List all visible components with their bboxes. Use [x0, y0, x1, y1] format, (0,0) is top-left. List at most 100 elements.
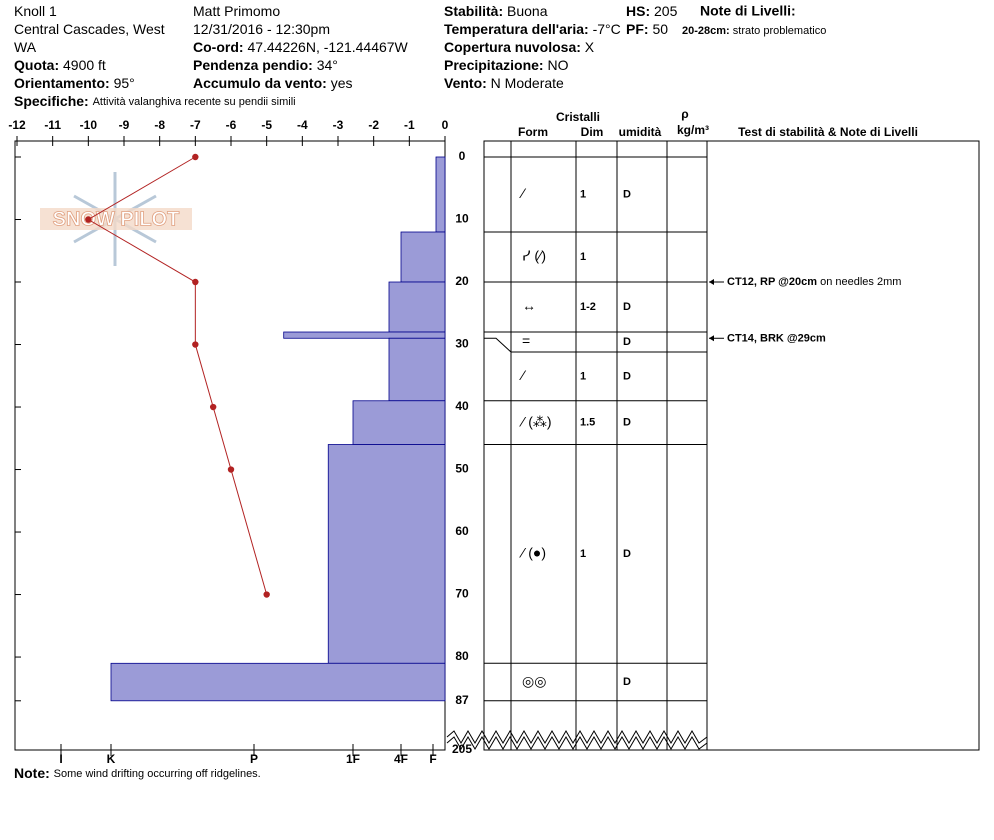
- y-tick-label: 30: [455, 337, 469, 351]
- table-frame: [483, 140, 980, 751]
- x-tick-label: -3: [333, 118, 344, 132]
- hs-bottom-label: 205: [452, 742, 472, 756]
- pf-label: PF:: [626, 21, 649, 37]
- crystal-form: ⁄: [519, 367, 527, 383]
- x-tick-label: -11: [44, 118, 61, 132]
- hardness-tick-label: F: [429, 752, 436, 766]
- note-label: Note:: [14, 765, 50, 781]
- temperature-point: [192, 341, 199, 348]
- y-tick-label: 20: [455, 274, 469, 288]
- header-field-label: Co-ord:: [193, 39, 244, 55]
- moisture: D: [623, 301, 631, 313]
- layer-bar: [352, 400, 446, 445]
- specifiche-value: Attività valanghiva recente su pendii si…: [93, 96, 296, 108]
- specifiche: Specifiche: Attività valanghiva recente …: [14, 93, 296, 109]
- note: Note: Some wind drifting occurring off r…: [14, 765, 261, 781]
- crystal-size: 1-2: [580, 301, 596, 313]
- crystal-size: 1: [580, 548, 586, 560]
- header-field: Vento: N Moderate: [444, 75, 564, 91]
- header-field: Central Cascades, West: [14, 21, 165, 37]
- x-tick-label: -5: [261, 118, 272, 132]
- header-field-value: yes: [331, 75, 353, 91]
- test-result: CT14, BRK @29cm: [727, 332, 826, 344]
- header-field: Pendenza pendio: 34°: [193, 57, 338, 73]
- hs: HS: 205: [626, 3, 678, 19]
- temperature-point: [227, 466, 235, 473]
- logo-text: SNOW PILOT: [53, 208, 180, 230]
- header-field: Temperatura dell'aria: -7°C: [444, 21, 621, 37]
- x-tick-label: -2: [368, 118, 379, 132]
- temperature-point: [263, 591, 270, 598]
- header-field-value: NO: [547, 57, 568, 73]
- hs-value: 205: [654, 3, 678, 19]
- header-field-value: Central Cascades, West: [14, 21, 165, 37]
- hardness-tick-label: 4F: [394, 752, 408, 766]
- header-field-value: Knoll 1: [14, 3, 57, 19]
- layer-bar: [283, 331, 446, 339]
- header-field-label: Accumulo da vento:: [193, 75, 327, 91]
- moisture: D: [623, 548, 631, 560]
- crystal-form: ᓯ (⁄): [522, 248, 546, 264]
- crystal-form: =: [522, 333, 530, 349]
- header-field-value: 34°: [317, 57, 338, 73]
- test-comment: on needles 2mm: [820, 276, 901, 288]
- x-tick-label: -10: [80, 118, 98, 132]
- test-result: CT12, RP @20cm on needles 2mm: [727, 276, 901, 288]
- header-field: WA: [14, 39, 37, 55]
- layer-bar: [388, 337, 446, 402]
- header-field: Orientamento: 95°: [14, 75, 135, 91]
- header-field-value: Buona: [507, 3, 548, 19]
- header-field-label: Orientamento:: [14, 75, 110, 91]
- header-field: 12/31/2016 - 12:30pm: [193, 21, 330, 37]
- layer-bar: [400, 231, 446, 283]
- temperature-point: [192, 278, 199, 286]
- break: [446, 730, 708, 750]
- layer-note: 20-28cm: strato problematico: [682, 25, 826, 37]
- header-field: Accumulo da vento: yes: [193, 75, 352, 91]
- pf: PF: 50: [626, 21, 668, 37]
- layer-bar: [388, 281, 446, 333]
- test-arrowhead: [709, 335, 714, 342]
- crystal-form: ◎◎: [522, 673, 546, 689]
- crystal-size: 1: [580, 370, 586, 382]
- header-field-value: 47.44226N, -121.44467W: [247, 39, 408, 55]
- header-field: Matt Primomo: [193, 3, 280, 19]
- layer-note-label: 20-28cm:: [682, 25, 730, 37]
- temperature-point: [85, 216, 92, 223]
- logo: SNOW PILOT: [40, 172, 192, 266]
- header-field-label: Precipitazione:: [444, 57, 544, 73]
- y-tick-label: 40: [455, 399, 469, 413]
- note-value: Some wind drifting occurring off ridgeli…: [54, 768, 261, 780]
- header-field-value: -7°C: [593, 21, 621, 37]
- header-field: Stabilità: Buona: [444, 3, 548, 19]
- header-field-value: WA: [14, 39, 37, 55]
- crystal-form: ⁄ (⁂): [519, 413, 552, 429]
- header-field-label: Vento:: [444, 75, 487, 91]
- crystal-size: 1: [580, 188, 586, 200]
- header-field-label: Stabilità:: [444, 3, 503, 19]
- temperature-point: [209, 403, 217, 411]
- test-label: CT12, RP @20cm: [727, 276, 817, 288]
- x-tick-label: -6: [226, 118, 237, 132]
- crystal-form: ↔: [522, 298, 536, 314]
- crystal-form: ⁄ (●): [519, 545, 546, 561]
- header-field: Knoll 1: [14, 3, 57, 19]
- y-tick-label: 70: [455, 587, 469, 601]
- header-field-value: 95°: [114, 75, 135, 91]
- hardness-tick-label: 1F: [346, 752, 360, 766]
- y-tick-label: 80: [455, 649, 469, 663]
- y-tick-label: 0: [459, 149, 466, 163]
- col-header: Form: [518, 125, 548, 139]
- test-label: CT14, BRK @29cm: [727, 332, 826, 344]
- row-connector: [484, 337, 512, 353]
- header-field: Quota: 4900 ft: [14, 57, 106, 73]
- moisture: D: [623, 370, 631, 382]
- y-tick-label: 60: [455, 524, 469, 538]
- x-tick-label: -4: [297, 118, 308, 132]
- col-header: Cristalli: [556, 110, 600, 124]
- y-tick-label: 10: [455, 212, 469, 226]
- col-header: ρ: [681, 107, 688, 121]
- x-tick-label: -12: [8, 118, 26, 132]
- hardness-tick-label: K: [107, 752, 116, 766]
